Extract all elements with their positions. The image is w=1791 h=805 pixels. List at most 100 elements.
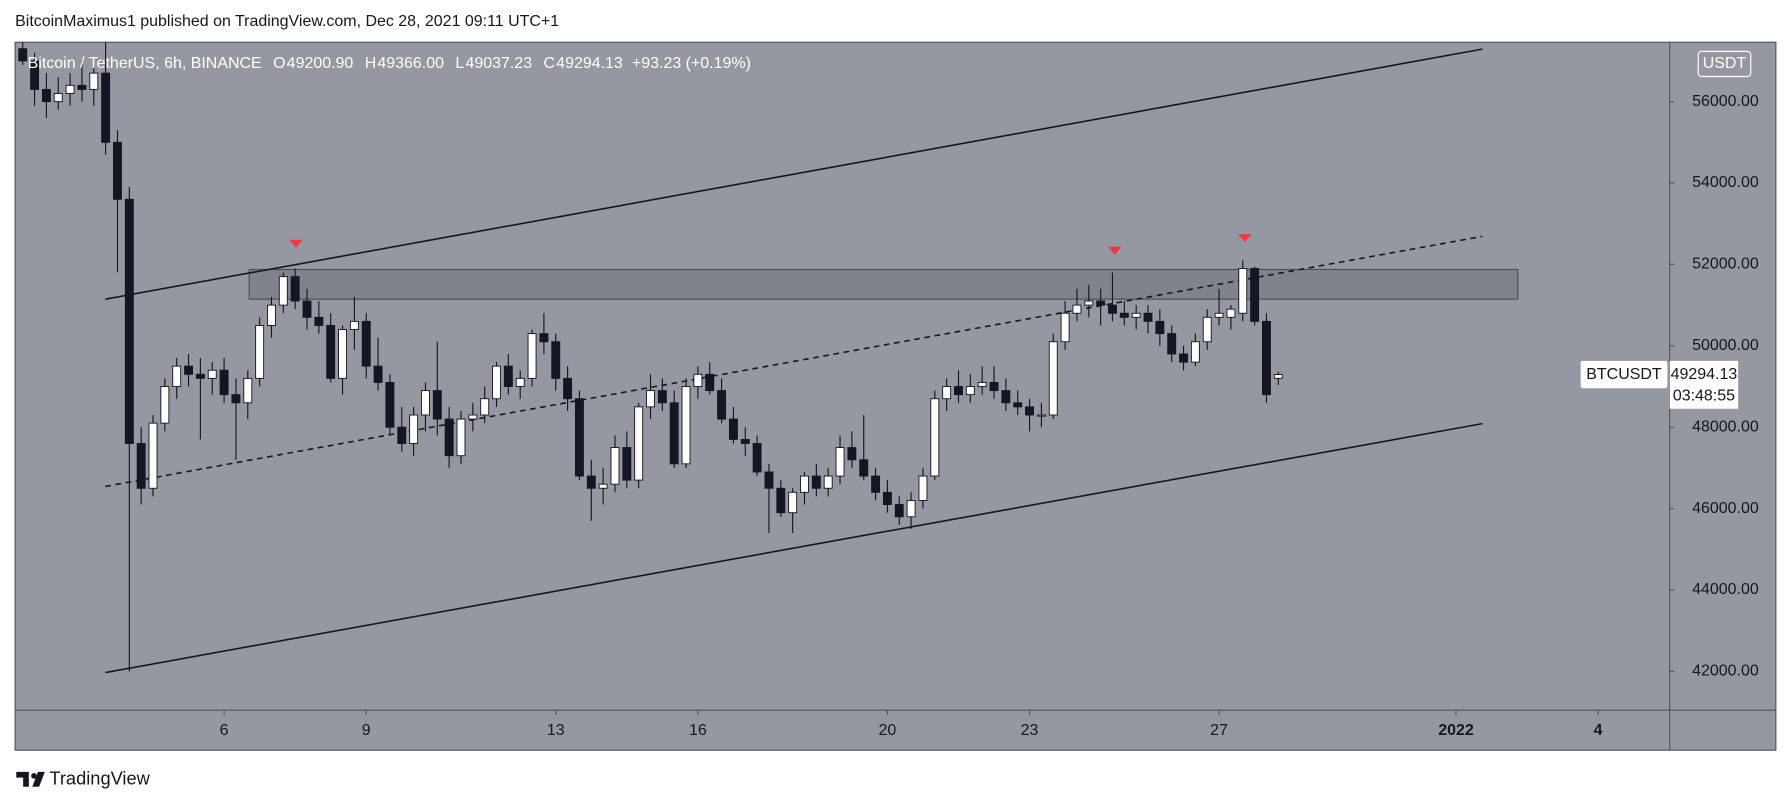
candle-body — [101, 72, 111, 143]
ohlc-legend: Bitcoin / TetherUS, 6h, BINANCE O49200.90… — [28, 55, 751, 72]
candle-body — [243, 377, 253, 404]
candle-body — [65, 84, 75, 94]
legend-key: C — [544, 55, 556, 72]
candle-body — [53, 93, 63, 103]
candle-body — [847, 447, 857, 461]
candle-body — [361, 320, 371, 367]
chart-frame — [14, 41, 1777, 751]
legend-key: O — [273, 55, 285, 72]
candle-body — [326, 325, 336, 379]
candle-body — [290, 276, 300, 302]
candle-body — [1108, 304, 1117, 314]
channel-upper — [105, 48, 1483, 300]
candle-body — [1036, 414, 1046, 417]
brand-logo — [16, 771, 45, 787]
legend-change: +93.23 (+0.19%) — [632, 55, 751, 72]
candle-body — [124, 198, 134, 444]
candle-body — [752, 443, 762, 473]
candle-body — [586, 475, 596, 489]
symbol: Bitcoin / TetherUS, 6h, BINANCE — [28, 55, 262, 72]
candle-body — [41, 88, 51, 103]
candle-body — [397, 426, 407, 444]
top-marker — [1107, 246, 1122, 255]
candle-body — [681, 386, 691, 465]
candle-body — [492, 365, 501, 400]
candle-body — [1202, 316, 1212, 343]
y-tick-label: 42000.00 — [1692, 663, 1759, 680]
candle-body — [1273, 374, 1283, 379]
candle-body — [432, 390, 442, 420]
candle-body — [1238, 268, 1248, 314]
candle-body — [1167, 333, 1177, 355]
candle-body — [338, 329, 347, 379]
legend-text: Bitcoin / TetherUS, 6h, BINANCE O49200.90… — [28, 55, 751, 72]
candle-body — [278, 276, 288, 306]
candle-body — [918, 475, 928, 501]
candle-body — [859, 459, 869, 477]
candle-body — [728, 418, 738, 440]
candle-body — [77, 84, 87, 90]
candle-body — [894, 504, 904, 518]
logo-mark — [32, 771, 45, 787]
x-tick-label: 16 — [689, 722, 707, 739]
candle-body — [255, 325, 265, 379]
candle-body — [1013, 402, 1023, 408]
candle-body — [1084, 300, 1094, 306]
candle-body — [1131, 312, 1141, 318]
candle-body — [717, 390, 727, 420]
candle-body — [136, 443, 146, 489]
candle-body — [1214, 312, 1224, 318]
candle-body — [954, 386, 963, 396]
candle-body — [871, 475, 881, 493]
x-tick-label: 4 — [1594, 722, 1603, 739]
candle-body — [764, 471, 774, 489]
y-tick-label: 46000.00 — [1692, 500, 1759, 517]
last-price: 49294.13 — [1671, 366, 1738, 383]
candle-body — [195, 373, 205, 379]
candle-body — [646, 390, 655, 408]
candle-body — [160, 386, 170, 424]
candle-body — [18, 48, 28, 62]
candle-body — [657, 390, 667, 404]
candle-body — [148, 422, 158, 489]
candle-body — [231, 394, 241, 404]
candle-body — [172, 365, 182, 387]
ticker-label-box — [1580, 360, 1668, 389]
candle-body — [515, 377, 525, 387]
x-tick-label: 27 — [1210, 722, 1228, 739]
top-marker — [1238, 234, 1252, 243]
candle-body — [811, 475, 821, 489]
candle-body — [693, 373, 703, 387]
resistance-zone — [248, 268, 1519, 300]
candle-body — [421, 390, 430, 416]
legend-value: 49200.90 — [287, 55, 354, 72]
currency-badge[interactable] — [1697, 50, 1752, 78]
candle-body — [989, 381, 999, 392]
candle-body — [788, 491, 798, 514]
candle-body — [267, 304, 276, 326]
candle-body — [551, 341, 561, 379]
candle-body — [539, 333, 549, 343]
candle-body — [574, 398, 584, 477]
candle-body — [823, 475, 833, 489]
candle-body — [965, 386, 975, 396]
drawings — [105, 48, 1519, 674]
candle-body — [1179, 353, 1188, 363]
x-tick-label: 2022 — [1438, 722, 1474, 739]
currency[interactable]: USDT — [1703, 55, 1747, 72]
last-price-box — [1669, 360, 1739, 409]
candle-body — [1048, 341, 1058, 416]
candle-body — [503, 365, 513, 387]
candle-body — [409, 414, 419, 444]
y-tick-label: 50000.00 — [1692, 337, 1759, 354]
candle-body — [1060, 312, 1070, 343]
candle-body — [1190, 341, 1200, 363]
countdown: 03:48:55 — [1673, 387, 1735, 404]
candle-body — [705, 373, 715, 392]
candle-body — [349, 320, 359, 330]
top-marker — [289, 239, 303, 248]
candle-body — [385, 381, 395, 428]
y-tick-label: 48000.00 — [1692, 418, 1759, 435]
